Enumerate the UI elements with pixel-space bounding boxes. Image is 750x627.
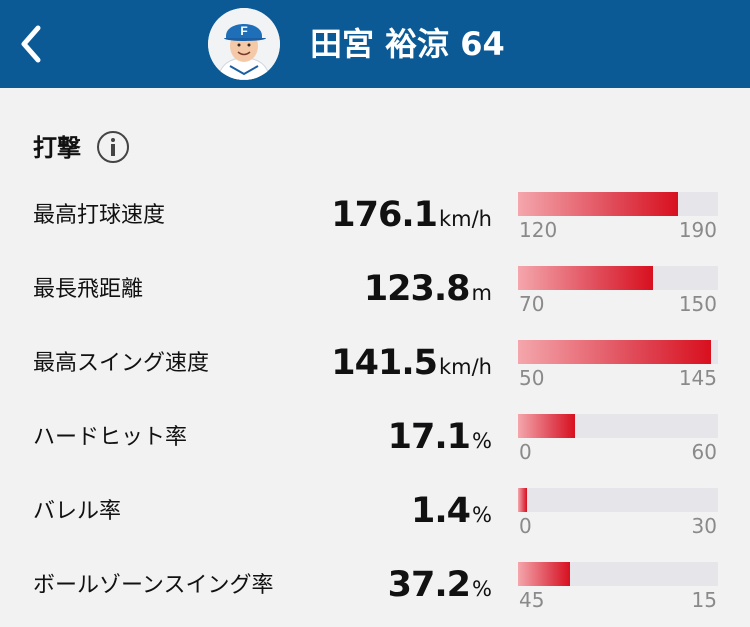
metric-bar-fill [518,414,575,438]
metric-bar [518,562,718,586]
svg-text:F: F [240,24,247,38]
metric-value: 17.1% [388,414,492,460]
header-bar: F 田宮 裕涼 64 [0,0,750,88]
metric-max: 190 [678,218,717,242]
section-title: 打撃 [33,134,81,162]
metric-unit: km/h [438,207,492,231]
metric-min: 70 [519,292,545,316]
metric-unit: m [471,281,492,305]
metric-number: 176.1 [331,195,438,235]
metric-bar [518,340,718,364]
metric-min: 50 [519,366,545,390]
metric-min: 0 [519,514,532,538]
metric-unit: % [472,577,492,601]
metric-number: 141.5 [331,343,438,383]
metric-row-chase-rate: ボールゾーンスイング率 37.2% 45 15 [0,562,750,618]
metric-max: 145 [678,366,717,390]
metric-unit: % [472,429,492,453]
metric-max: 150 [678,292,717,316]
avatar: F [208,8,280,80]
metric-bar-fill [518,266,653,290]
metric-value: 37.2% [388,562,492,608]
chevron-left-icon [21,25,41,63]
metric-max: 15 [691,588,717,612]
metric-max: 60 [691,440,717,464]
metric-number: 17.1 [387,417,471,457]
metric-bar [518,414,718,438]
metric-bar-fill [518,340,711,364]
metric-number: 37.2 [387,565,471,605]
metric-bar [518,266,718,290]
metric-unit: % [472,503,492,527]
metric-label: 最高スイング速度 [33,351,210,376]
metric-row-max-exit-velocity: 最高打球速度 176.1km/h 120 190 [0,192,750,248]
player-name-title: 田宮 裕涼 64 [310,25,505,63]
metric-max: 30 [691,514,717,538]
metric-label: ハードヒット率 [33,425,188,450]
metric-row-longest-distance: 最長飛距離 123.8m 70 150 [0,266,750,322]
metric-bar [518,488,718,512]
back-button[interactable] [14,24,50,64]
metric-number: 123.8 [363,269,471,309]
metric-unit: km/h [438,355,492,379]
metric-label: ボールゾーンスイング率 [33,573,274,598]
metric-label: 最高打球速度 [33,203,166,228]
metric-min: 120 [519,218,558,242]
metric-value: 141.5km/h [331,340,492,386]
info-icon[interactable] [96,130,130,164]
metric-bar-fill [518,562,570,586]
metric-label: バレル率 [33,499,122,524]
metric-min: 0 [519,440,532,464]
metric-value: 1.4% [411,488,492,534]
metric-row-hard-hit-rate: ハードヒット率 17.1% 0 60 [0,414,750,470]
metric-label: 最長飛距離 [33,277,144,302]
metric-value: 176.1km/h [331,192,492,238]
metric-bar [518,192,718,216]
metric-row-max-swing-speed: 最高スイング速度 141.5km/h 50 145 [0,340,750,396]
metric-bar-fill [518,192,678,216]
metric-row-barrel-rate: バレル率 1.4% 0 30 [0,488,750,544]
metric-number: 1.4 [411,491,471,531]
metric-bar-fill [518,488,528,512]
metric-value: 123.8m [364,266,492,312]
metric-min: 45 [519,588,545,612]
